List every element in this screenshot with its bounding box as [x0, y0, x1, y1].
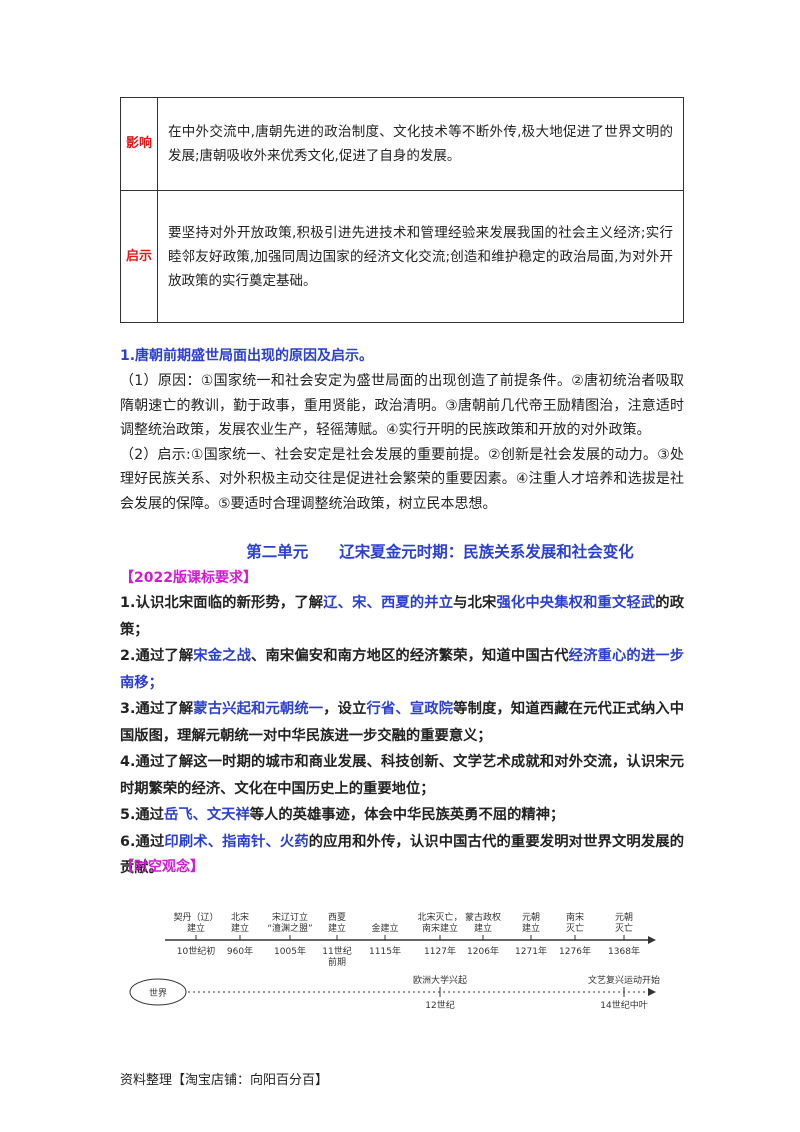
event-date: 前期 [328, 956, 346, 968]
event-date: 1127年 [424, 945, 456, 957]
event-label: 建立 [328, 922, 346, 934]
requirement-text: 印刷术、指南针、火药 [164, 833, 309, 850]
section-heading: 1.唐朝前期盛世局面出现的原因及启示。 [120, 348, 374, 364]
paragraph: （2）启示:①国家统一、社会安定是社会发展的重要前提。②创新是社会发展的动力。③… [120, 446, 684, 512]
requirement-text: 蒙古兴起和元朝统一 [193, 701, 324, 717]
requirement-text: ，设立 [323, 701, 367, 717]
row-label: 影响 [120, 97, 158, 191]
timeline: 契丹（辽）建立10世纪初北宋建立960年宋辽订立“澶渊之盟”1005年西夏建立1… [129, 911, 660, 1011]
event-label: 蒙古政权 [465, 911, 501, 923]
standards-heading: 【2022版课标要求】 [120, 570, 257, 586]
paragraph: （1）原因：①国家统一和社会安定为盛世局面的出现创造了前提条件。②唐初统治者吸取… [120, 373, 684, 438]
axis-arrow [648, 936, 656, 944]
world-event-date: 12世纪 [425, 999, 454, 1011]
row-text: 要坚持对外开放政策,积极引进先进技术和管理经验来发展我国的社会主义经济;实行睦邻… [157, 190, 684, 323]
requirement-text: 强化中央集权和重文轻武 [496, 595, 656, 611]
footer: 资料整理【淘宝店铺：向阳百分百】 [120, 1073, 329, 1088]
event-label: 南宋建立 [422, 922, 458, 934]
world-label: 世界 [149, 987, 167, 999]
event-label: 建立 [522, 922, 540, 934]
event-date: 1115年 [369, 945, 401, 957]
requirement-text: 1.认识北宋面临的新形势，了解 [120, 595, 324, 611]
event-label: “澶渊之盟” [267, 922, 312, 934]
event-date: 11世纪 [322, 945, 351, 957]
event-date: 960年 [227, 945, 253, 957]
unit-title: 第二单元 辽宋夏金元时期：民族关系发展和社会变化 [246, 543, 634, 561]
event-label: 建立 [231, 922, 249, 934]
requirement-text: 辽、宋、西夏的并立 [323, 595, 454, 611]
section-body: （1）原因：①国家统一和社会安定为盛世局面的出现创造了前提条件。②唐初统治者吸取… [120, 369, 684, 516]
table-row: 影响 在中外交流中,唐朝先进的政治制度、文化技术等不断外传,极大地促进了世界文明的… [120, 97, 684, 191]
world-arrow [648, 988, 656, 996]
world-event-label: 欧洲大学兴起 [413, 974, 467, 986]
event-label: 灭亡 [566, 922, 584, 934]
event-label: 西夏 [328, 912, 346, 923]
world-ellipse [129, 978, 187, 1006]
event-date: 1276年 [559, 945, 591, 957]
requirement: 4.通过了解这一时期的城市和商业发展、科技创新、文学艺术成就和对外交流，认识宋元… [120, 749, 684, 802]
event-label: 建立 [187, 922, 205, 934]
event-label: 元朝 [522, 912, 540, 923]
event-date: 1206年 [467, 945, 499, 957]
requirement-text: 与北宋 [453, 595, 497, 611]
requirement: 1.认识北宋面临的新形势，了解辽、宋、西夏的并立与北宋强化中央集权和重文轻武的政… [120, 590, 684, 643]
requirement-text: 2.通过了解 [120, 648, 194, 664]
summary-table: 影响 在中外交流中,唐朝先进的政治制度、文化技术等不断外传,极大地促进了世界文明的… [120, 97, 684, 323]
requirement-text: 等制度，知道西藏在元代正式纳入中国版图，理解元朝统一对中华民族进一步交融的重要意… [120, 701, 685, 744]
requirements: 1.认识北宋面临的新形势，了解辽、宋、西夏的并立与北宋强化中央集权和重文轻武的政… [120, 590, 684, 882]
requirement-text: 行省、宣政院 [366, 701, 454, 717]
event-date: 1271年 [515, 945, 547, 957]
requirement-text: 、南宋偏安和南方地区的经济繁荣，知道中国古代 [251, 648, 569, 664]
requirement: 2.通过了解宋金之战、南宋偏安和南方地区的经济繁荣，知道中国古代经济重心的进一步… [120, 643, 684, 696]
row-label: 启示 [120, 190, 158, 323]
event-label: 建立 [474, 922, 492, 934]
requirement-text: 3.通过了解 [120, 701, 194, 717]
event-label: 北宋 [231, 911, 249, 923]
requirement-text: 5.通过 [120, 807, 164, 823]
event-date: 1368年 [608, 945, 640, 957]
table-row: 启示 要坚持对外开放政策,积极引进先进技术和管理经验来发展我国的社会主义经济;实行… [120, 190, 684, 323]
requirement-text: 的政策； [120, 595, 684, 638]
requirement: 5.通过岳飞、文天祥等人的英雄事迹，体会中华民族英勇不屈的精神； [120, 802, 684, 829]
requirement-text: 等人的英雄事迹，体会中华民族英勇不屈的精神； [249, 807, 565, 823]
requirement: 6.通过印刷术、指南针、火药的应用和外传，认识中国古代的重要发明对世界文明发展的… [120, 829, 684, 882]
timeline-heading: 【时空观念】 [120, 859, 204, 875]
event-date: 10世纪初 [177, 945, 215, 957]
event-date: 1005年 [274, 945, 306, 957]
requirement: 3.通过了解蒙古兴起和元朝统一，设立行省、宣政院等制度，知道西藏在元代正式纳入中… [120, 696, 684, 749]
requirement-text: 6.通过 [120, 833, 165, 850]
event-label: 元朝 [615, 912, 633, 923]
event-label: 契丹（辽） [173, 911, 218, 923]
requirement-text: 经济重心的进一步南移； [120, 648, 685, 691]
requirement-text: 岳飞、文天祥 [163, 807, 250, 823]
world-event-label: 文艺复兴运动开始 [588, 974, 660, 986]
event-label: 灭亡 [615, 922, 633, 934]
world-event-date: 14世纪中叶 [600, 999, 647, 1011]
requirement-text: 的应用和外传，认识中国古代的重要发明对世界文明发展的贡献。 [120, 833, 685, 877]
event-label: 宋辽订立 [272, 911, 308, 923]
requirement-text: 4.通过了解这一时期的城市和商业发展、科技创新、文学艺术成就和对外交流，认识宋元… [120, 754, 684, 797]
event-label: 南宋 [566, 911, 584, 923]
row-text: 在中外交流中,唐朝先进的政治制度、文化技术等不断外传,极大地促进了世界文明的发展… [157, 97, 684, 191]
requirement-text: 宋金之战 [193, 648, 252, 664]
event-label: 金建立 [371, 922, 398, 934]
event-label: 北宋灭亡， [417, 911, 462, 923]
